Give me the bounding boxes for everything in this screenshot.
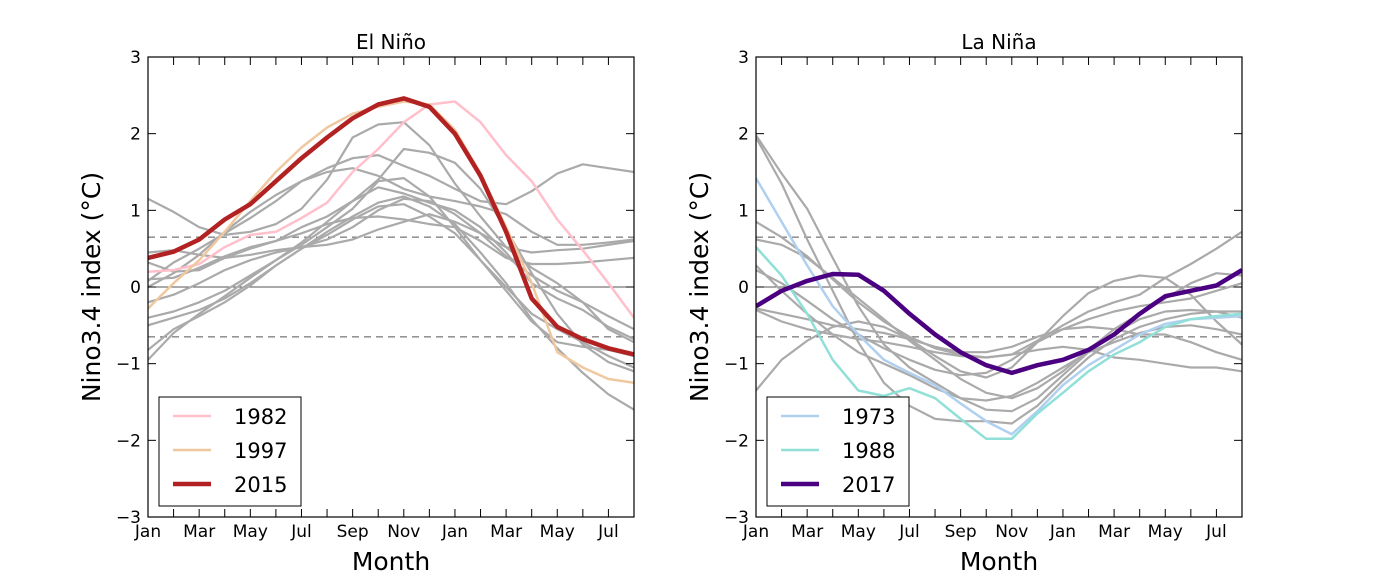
series-line-1997 xyxy=(148,100,634,385)
background-year-line xyxy=(148,213,634,259)
x-tick-label: Mar xyxy=(1098,522,1130,542)
series-line-2017 xyxy=(756,268,1242,376)
background-year-line xyxy=(148,186,634,341)
series-line-1988 xyxy=(756,246,1242,441)
background-year-line xyxy=(148,154,634,282)
x-tick-label: Sep xyxy=(337,522,369,542)
background-year-line xyxy=(148,195,634,411)
background-year-line xyxy=(756,134,1242,413)
x-tick-label: Jan xyxy=(742,522,769,542)
y-tick-label: 3 xyxy=(738,48,749,68)
legend: 1982 1997 2015 xyxy=(158,396,302,507)
x-tick-label: Jul xyxy=(898,522,920,542)
background-year-line xyxy=(148,121,634,344)
x-tick-label: Nov xyxy=(995,522,1028,542)
legend-label-1973: 1973 xyxy=(842,405,895,429)
background-year-line xyxy=(756,307,1242,361)
y-tick-label: −3 xyxy=(116,508,141,528)
x-tick-label: Nov xyxy=(387,522,420,542)
y-tick-label: −1 xyxy=(116,355,141,375)
background-year-line xyxy=(756,264,1242,402)
y-tick-label: −1 xyxy=(724,355,749,375)
x-tick-label: Jan xyxy=(1049,522,1076,542)
y-tick-label: −3 xyxy=(724,508,749,528)
plot-area xyxy=(756,134,1242,441)
x-tick-label: Jul xyxy=(597,522,619,542)
legend-label-1997: 1997 xyxy=(234,439,287,463)
x-tick-label: May xyxy=(233,522,268,542)
x-tick-label: Jan xyxy=(441,522,468,542)
x-tick-label: Jan xyxy=(134,522,161,542)
background-year-line xyxy=(756,136,1242,425)
x-tick-label: Jul xyxy=(290,522,312,542)
panel-title: El Niño xyxy=(356,30,426,54)
legend-label-1988: 1988 xyxy=(842,439,895,463)
plot-area xyxy=(148,96,634,411)
legend-label-2015: 2015 xyxy=(234,473,287,497)
y-tick-label: 1 xyxy=(130,201,141,221)
series-line-2015 xyxy=(148,96,634,357)
y-tick-label: −2 xyxy=(724,431,749,451)
x-tick-label: May xyxy=(841,522,876,542)
x-tick-label: Sep xyxy=(945,522,977,542)
y-tick-label: 1 xyxy=(738,201,749,221)
y-tick-label: 0 xyxy=(130,278,141,298)
y-axis-title: Nino3.4 index (°C) xyxy=(77,172,106,402)
x-tick-label: Mar xyxy=(183,522,215,542)
y-tick-label: −2 xyxy=(116,431,141,451)
background-year-line xyxy=(148,177,634,369)
x-tick-label: Jul xyxy=(1205,522,1227,542)
background-year-line xyxy=(148,147,634,373)
x-tick-label: Mar xyxy=(791,522,823,542)
x-axis-title: Month xyxy=(960,547,1038,575)
background-year-line xyxy=(148,203,634,358)
background-year-line xyxy=(148,167,634,288)
legend-label-2017: 2017 xyxy=(842,473,895,497)
y-tick-label: 3 xyxy=(130,48,141,68)
legend-label-1982: 1982 xyxy=(234,405,287,429)
y-axis-title: Nino3.4 index (°C) xyxy=(685,172,714,402)
panel-title: La Niña xyxy=(961,30,1036,54)
background-year-line xyxy=(756,269,1242,377)
x-tick-label: May xyxy=(540,522,575,542)
x-tick-label: Mar xyxy=(490,522,522,542)
y-tick-label: 2 xyxy=(130,125,141,145)
background-year-line xyxy=(756,308,1242,373)
y-tick-label: 2 xyxy=(738,125,749,145)
legend: 1973 1988 2017 xyxy=(766,396,910,507)
series-line-1982 xyxy=(148,100,634,319)
series-line-1973 xyxy=(756,177,1242,436)
x-axis-title: Month xyxy=(352,547,430,575)
y-tick-label: 0 xyxy=(738,278,749,298)
x-tick-label: May xyxy=(1148,522,1183,542)
